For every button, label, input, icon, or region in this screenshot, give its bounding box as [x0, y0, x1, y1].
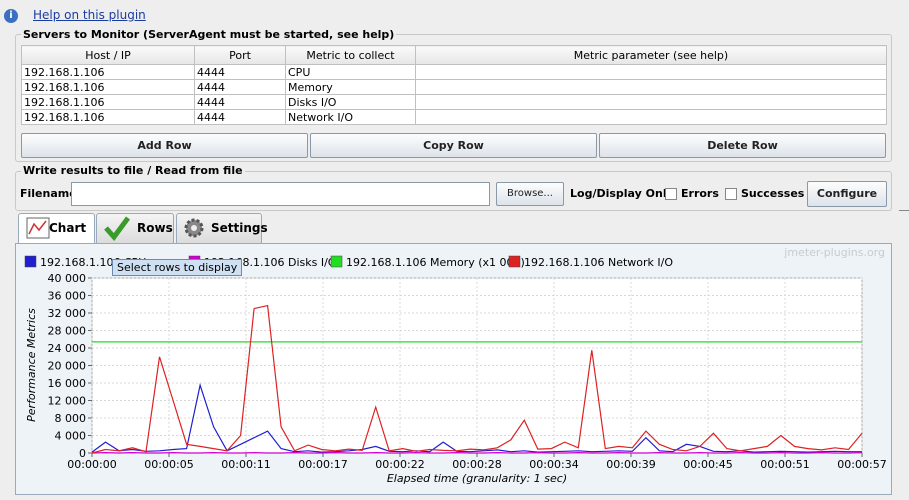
legend-swatch	[24, 255, 37, 268]
filename-label: Filename	[20, 187, 77, 200]
y-tick-label: 16 000	[48, 377, 87, 390]
y-tick-label: 24 000	[48, 342, 87, 355]
x-tick-label: 00:00:57	[837, 458, 886, 471]
chart-icon	[28, 220, 47, 235]
x-tick-label: 00:00:39	[606, 458, 655, 471]
table-cell[interactable]: 4444	[194, 109, 286, 125]
column-header[interactable]: Metric to collect	[285, 45, 416, 65]
servers-group	[15, 34, 892, 162]
legend-label: 192.168.1.106 Network I/O	[524, 256, 673, 269]
tab-icons	[26, 216, 204, 241]
table-row[interactable]: 192.168.1.106 4444 Disks I/O	[21, 94, 887, 110]
tooltip: Select rows to display	[112, 259, 243, 276]
x-tick-label: 00:00:17	[298, 458, 347, 471]
table-cell[interactable]: 4444	[194, 94, 286, 110]
y-tick-label: 28 000	[48, 325, 87, 338]
x-tick-label: 00:00:51	[760, 458, 809, 471]
y-axis-label: Performance Metrics	[25, 308, 38, 422]
info-icon: i	[4, 9, 18, 23]
y-tick-label: 8 000	[55, 412, 87, 425]
watermark: jmeter-plugins.org	[783, 246, 885, 259]
y-tick-label: 32 000	[48, 307, 87, 320]
table-cell[interactable]: Disks I/O	[285, 94, 416, 110]
table-row[interactable]: 192.168.1.106 4444 Network I/O	[21, 109, 887, 125]
browse-button[interactable]: Browse...	[496, 182, 564, 206]
y-tick-label: 12 000	[48, 395, 87, 408]
copy-row-button[interactable]: Copy Row	[310, 133, 597, 158]
successes-label: Successes	[741, 187, 805, 200]
table-cell[interactable]	[415, 109, 887, 125]
x-tick-label: 00:00:05	[144, 458, 193, 471]
errors-checkbox[interactable]	[665, 188, 677, 200]
x-tick-label: 00:00:22	[375, 458, 424, 471]
x-axis-label: Elapsed time (granularity: 1 sec)	[387, 472, 567, 485]
servers-table: Host / IP Port Metric to collect Metric par…	[21, 45, 887, 125]
errors-label: Errors	[681, 187, 719, 200]
legend-swatch	[330, 255, 343, 268]
filename-input[interactable]	[71, 182, 490, 206]
series-line	[91, 382, 862, 453]
log-label: Log/Display Only:	[570, 187, 679, 200]
file-group	[15, 171, 892, 211]
y-tick-label: 20 000	[48, 360, 87, 373]
successes-checkbox[interactable]	[725, 188, 737, 200]
delete-row-button[interactable]: Delete Row	[599, 133, 886, 158]
rows-tab[interactable]: Rows	[96, 213, 174, 243]
configure-button[interactable]: Configure	[807, 181, 887, 207]
splitter	[899, 210, 909, 211]
table-row[interactable]: 192.168.1.106 4444 Memory	[21, 79, 887, 95]
help-link[interactable]: Help on this plugin	[33, 8, 146, 22]
column-header[interactable]: Metric parameter (see help)	[415, 45, 887, 65]
x-tick-label: 00:00:34	[529, 458, 578, 471]
series-line	[91, 304, 863, 454]
x-tick-label: 00:00:00	[67, 458, 116, 471]
table-cell[interactable]: 192.168.1.106	[21, 64, 195, 80]
x-tick-label: 00:00:45	[683, 458, 732, 471]
y-tick-label: 4 000	[55, 430, 87, 443]
table-cell[interactable]: Network I/O	[285, 109, 416, 125]
settings-icon	[191, 225, 197, 231]
y-tick-label: 0	[79, 447, 86, 460]
rows-icon	[104, 216, 131, 241]
x-tick-label: 00:00:28	[452, 458, 501, 471]
legend-label: 192.168.1.106 Memory (x1 000)	[346, 256, 525, 269]
add-row-button[interactable]: Add Row	[21, 133, 308, 158]
group-title: Write results to file / Read from file	[21, 164, 245, 177]
table-cell[interactable]: 192.168.1.106	[21, 109, 195, 125]
legend-swatch	[508, 255, 521, 268]
y-tick-label: 40 000	[48, 272, 87, 285]
group-title: Servers to Monitor (ServerAgent must be …	[21, 28, 397, 41]
y-tick-label: 36 000	[48, 290, 87, 303]
x-tick-label: 00:00:11	[221, 458, 270, 471]
